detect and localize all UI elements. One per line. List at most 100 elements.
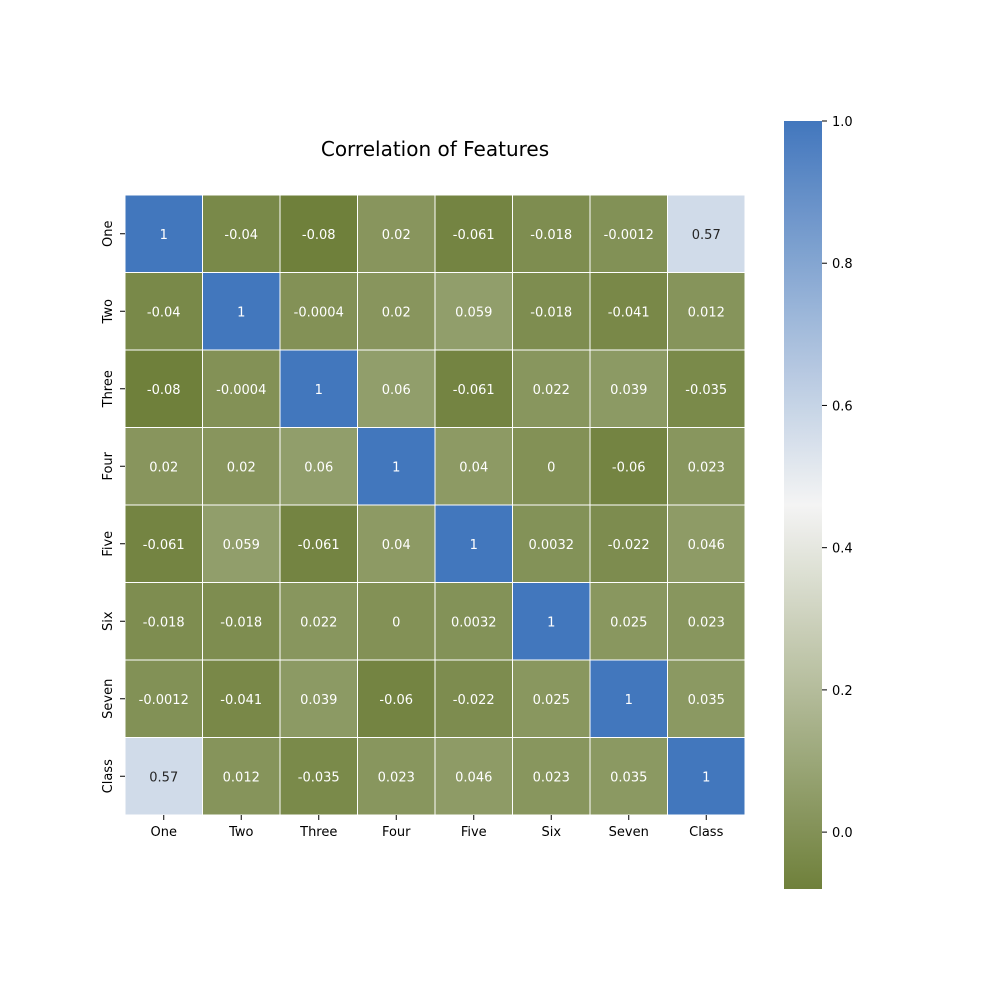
x-tick-label: Seven — [609, 825, 649, 840]
colorbar-gradient — [784, 121, 822, 889]
heatmap-cell — [434, 582, 513, 661]
heatmap-cell — [357, 349, 436, 428]
heatmap-cell — [357, 427, 436, 506]
heatmap-cell — [357, 272, 436, 351]
cell-value-label: -0.022 — [453, 693, 495, 708]
cell-value-label: 0.023 — [378, 770, 415, 785]
cell-value-label: 0.039 — [300, 693, 337, 708]
y-tick-label: Two — [101, 299, 116, 324]
cell-value-label: 0.04 — [459, 460, 488, 475]
heatmap-cell — [434, 194, 513, 273]
x-tick-label: One — [151, 825, 177, 840]
cell-value-label: 0.0032 — [529, 538, 575, 553]
cell-value-label: 1 — [470, 538, 478, 553]
cell-value-label: 0 — [392, 615, 400, 630]
cell-value-label: -0.0004 — [216, 383, 266, 398]
heatmap-cell — [124, 194, 203, 273]
y-tick-label: Six — [101, 611, 116, 631]
cell-value-label: 0.039 — [610, 383, 647, 398]
y-tick-label: Class — [101, 759, 116, 793]
heatmap-cell — [667, 504, 746, 583]
cell-value-label: 0.035 — [610, 770, 647, 785]
cell-value-label: 0.06 — [382, 383, 411, 398]
cell-value-label: 0.025 — [533, 693, 570, 708]
x-axis-ticks: One Two Three Four Five Six Seven Class — [151, 815, 724, 840]
cell-value-label: 0.57 — [149, 770, 178, 785]
heatmap-cell — [434, 504, 513, 583]
cell-value-label: -0.08 — [302, 228, 336, 243]
heatmap-cell — [512, 349, 591, 428]
heatmap-cell — [512, 582, 591, 661]
y-tick-label: Five — [101, 531, 116, 557]
heatmap-cell — [589, 349, 668, 428]
cell-value-label: 0.022 — [533, 383, 570, 398]
heatmap-cell — [667, 737, 746, 816]
cell-value-label: 0.04 — [382, 538, 411, 553]
heatmap-cell — [202, 194, 281, 273]
cell-value-label: -0.0004 — [294, 305, 344, 320]
y-tick-label: Three — [101, 370, 116, 408]
cell-value-label: 0.035 — [688, 693, 725, 708]
cell-value-label: -0.018 — [530, 228, 572, 243]
y-tick-label: Seven — [101, 679, 116, 719]
cell-value-label: -0.061 — [298, 538, 340, 553]
heatmap-cell — [279, 582, 358, 661]
heatmap-cell — [434, 659, 513, 738]
cell-value-label: 0.023 — [533, 770, 570, 785]
cell-value-label: -0.018 — [220, 615, 262, 630]
cell-value-label: -0.04 — [147, 305, 181, 320]
cell-value-label: 1 — [160, 228, 168, 243]
heatmap-cell — [202, 659, 281, 738]
heatmap-cell — [667, 582, 746, 661]
cell-value-label: 0.023 — [688, 460, 725, 475]
cell-value-label: 1 — [625, 693, 633, 708]
cell-value-label: 0.025 — [610, 615, 647, 630]
cell-value-label: 0.022 — [300, 615, 337, 630]
cell-value-label: -0.018 — [143, 615, 185, 630]
heatmap-cell — [589, 659, 668, 738]
heatmap-cell — [124, 427, 203, 506]
heatmap-cell — [512, 504, 591, 583]
cell-value-label: -0.061 — [143, 538, 185, 553]
heatmap-cell — [434, 349, 513, 428]
heatmap-cell — [667, 349, 746, 428]
cell-value-label: 1 — [702, 770, 710, 785]
cell-value-label: 0 — [547, 460, 555, 475]
heatmap-cell — [434, 427, 513, 506]
cell-value-label: -0.022 — [608, 538, 650, 553]
cell-value-label: 0.012 — [688, 305, 725, 320]
cell-value-label: 0.02 — [149, 460, 178, 475]
heatmap-cell — [512, 272, 591, 351]
cell-value-label: 0.0032 — [451, 615, 497, 630]
colorbar-tick-label: 0.2 — [832, 684, 853, 699]
heatmap-cell — [202, 582, 281, 661]
cell-value-label: -0.018 — [530, 305, 572, 320]
x-tick-label: Five — [461, 825, 487, 840]
cell-value-label: 0.57 — [692, 228, 721, 243]
heatmap-cell — [279, 504, 358, 583]
heatmap-cell — [357, 194, 436, 273]
cell-value-label: -0.06 — [612, 460, 646, 475]
colorbar-tick-label: 0.6 — [832, 399, 853, 414]
chart-title: Correlation of Features — [321, 137, 549, 161]
cell-value-label: 0.059 — [223, 538, 260, 553]
cell-value-label: -0.035 — [298, 770, 340, 785]
cell-value-label: -0.06 — [379, 693, 413, 708]
cell-value-label: 0.023 — [688, 615, 725, 630]
cell-value-label: -0.061 — [453, 228, 495, 243]
cell-value-label: -0.04 — [224, 228, 258, 243]
y-axis-ticks: One Two Three Four Five Six Seven Class — [101, 221, 125, 793]
cell-value-label: 0.02 — [382, 305, 411, 320]
heatmap-cell — [279, 194, 358, 273]
heatmap-cell — [202, 272, 281, 351]
cell-value-label: 0.046 — [455, 770, 492, 785]
cell-value-label: 0.06 — [304, 460, 333, 475]
colorbar-tick-label: 0.0 — [832, 826, 853, 841]
heatmap-cell — [667, 194, 746, 273]
heatmap-cell — [279, 737, 358, 816]
heatmap-cell — [202, 349, 281, 428]
cell-value-label: -0.0012 — [604, 228, 654, 243]
colorbar: 0.0 0.2 0.4 0.6 0.8 1.0 — [784, 115, 853, 889]
heatmap-cells: 1 -0.04 -0.08 0.02 -0.061 -0.018 -0.0012 0.57-0… — [124, 194, 746, 816]
heatmap-cell — [589, 504, 668, 583]
